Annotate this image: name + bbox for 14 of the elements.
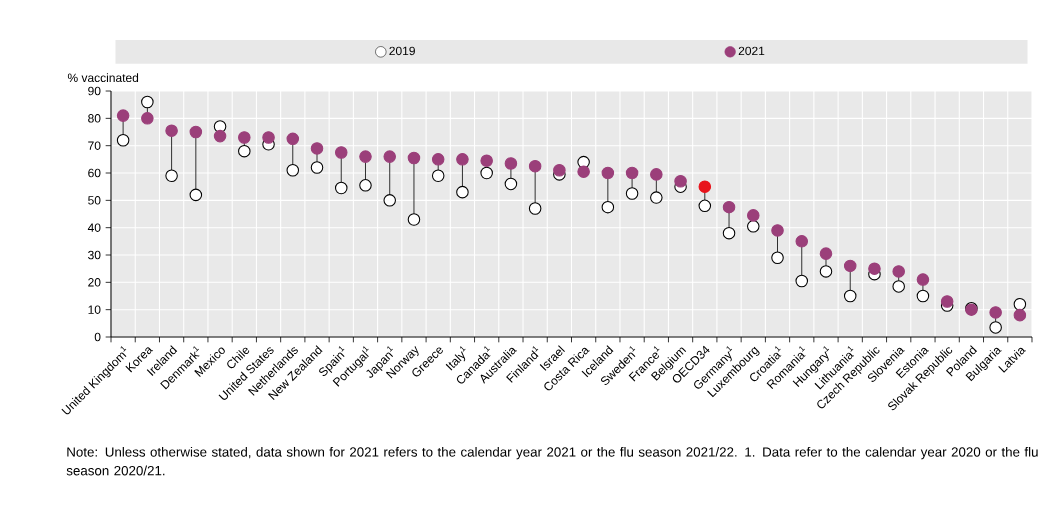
y-tick-label: 70 [88,141,101,150]
y-tick-label: 30 [88,250,101,260]
y-tick-label: 90 [88,86,101,96]
legend-label: 2021 [738,46,765,56]
y-tick-label: 20 [88,278,101,287]
legend-label: 2019 [389,46,415,56]
text: Note: Unless otherwise stated, data shown for 2021 refers to the calendar year 2021 or the flu season 2021/22. 1. Data refer to the calendar year 2020 or the flu season 2020/21. [66,446,1038,476]
y-axis-title: % vaccinated [67,73,139,83]
y-tick-label: 40 [87,223,101,232]
y-tick-label: 50 [88,196,101,205]
y-tick-label: 60 [88,168,101,178]
y-tick-label: 80 [88,114,101,123]
y-tick-label: 10 [88,305,101,314]
y-tick-label: 0 [94,332,101,342]
